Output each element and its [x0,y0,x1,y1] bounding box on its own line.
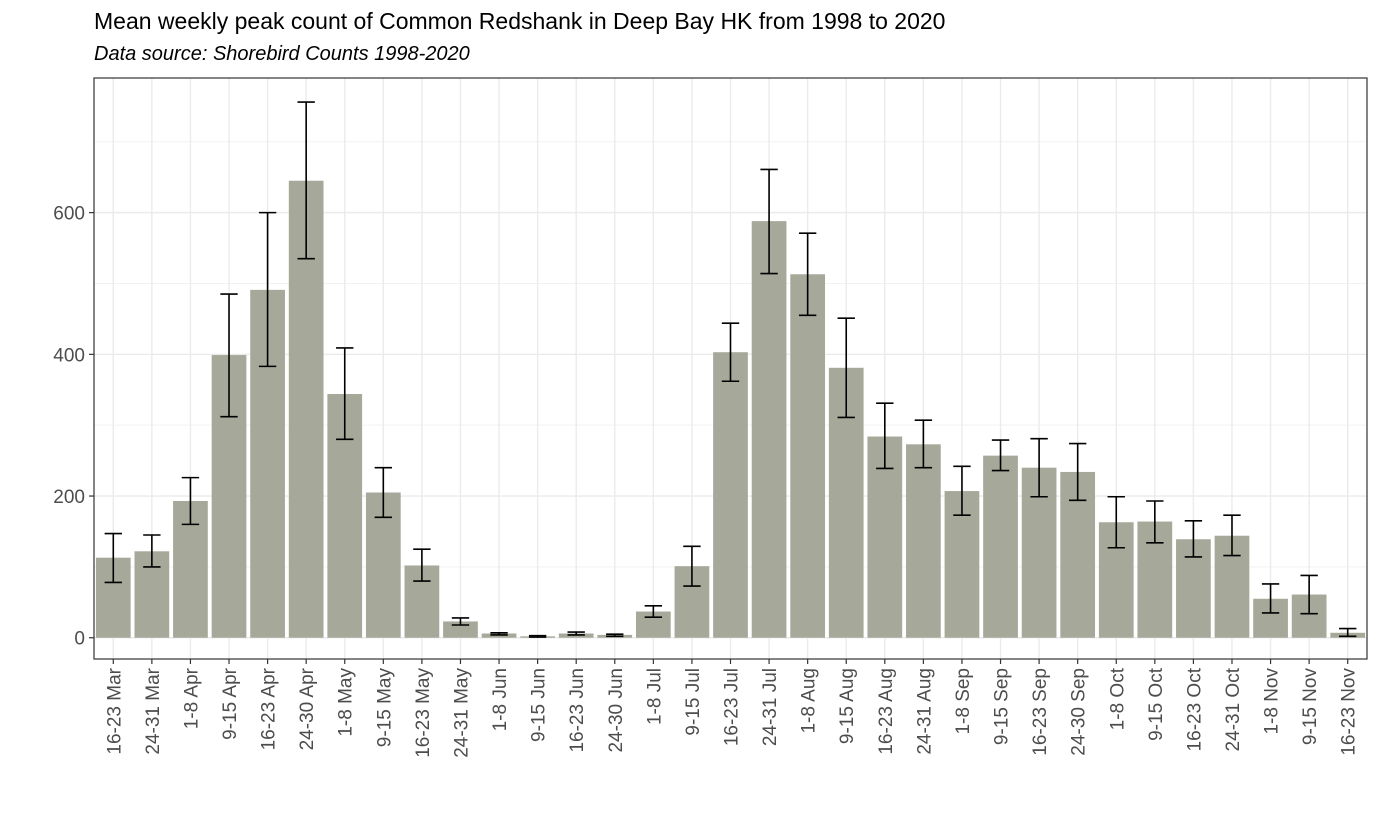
x-tick-label: 24-30 Apr [297,667,318,750]
x-tick-label: 1-8 Jun [490,668,511,731]
bar [867,436,903,638]
bar [790,274,826,638]
x-tick-label: 1-8 Oct [1107,667,1128,730]
x-tick-label: 16-23 Nov [1339,668,1360,756]
x-tick-label: 9-15 Jun [529,668,550,742]
x-tick-label: 9-15 Sep [992,668,1013,745]
x-tick-label: 16-23 Jun [567,668,588,753]
bar [751,221,787,638]
x-tick-label: 16-23 Oct [1184,667,1205,751]
x-tick-label: 9-15 May [374,668,395,748]
x-tick-label: 9-15 Apr [220,667,241,739]
x-tick-label: 1-8 Aug [799,668,820,734]
x-tick-label: 1-8 Sep [953,668,974,735]
x-tick-label: 16-23 Jul [722,668,743,746]
y-tick-label: 0 [74,629,85,650]
bar [983,455,1018,638]
y-tick-label: 200 [53,487,85,508]
x-tick-label: 16-23 Sep [1030,668,1051,756]
bar [713,352,748,638]
x-tick-label: 24-31 Jul [760,668,781,746]
x-tick-label: 16-23 Apr [259,667,280,750]
x-tick-label: 1-8 May [336,668,357,737]
x-tick-label: 24-30 Jun [606,668,627,753]
x-tick-label: 16-23 Aug [876,668,897,755]
x-tick-label: 24-31 May [451,668,472,758]
x-tick-label: 24-31 Oct [1223,667,1244,751]
x-tick-label: 9-15 Aug [837,668,858,744]
x-tick-label: 1-8 Apr [181,667,202,729]
y-tick-label: 600 [53,204,85,225]
chart-subtitle: Data source: Shorebird Counts 1998-2020 [94,43,470,65]
x-tick-label: 24-30 Sep [1069,668,1090,756]
x-tick-label: 9-15 Jul [683,668,704,736]
x-tick-label: 9-15 Nov [1300,668,1321,746]
y-tick-label: 400 [53,345,85,366]
x-tick-label: 9-15 Oct [1146,667,1167,741]
bar [906,444,941,638]
chart-title: Mean weekly peak count of Common Redshan… [94,8,946,34]
x-tick-label: 24-31 Mar [143,667,164,754]
x-tick-label: 24-31 Aug [914,668,935,755]
x-tick-label: 16-23 Mar [104,667,125,754]
x-tick-label: 1-8 Jul [644,668,665,725]
x-tick-label: 16-23 May [413,668,434,758]
x-tick-label: 1-8 Nov [1262,668,1283,735]
